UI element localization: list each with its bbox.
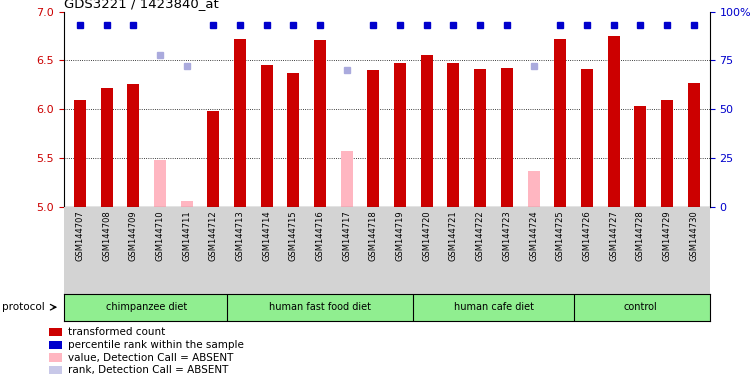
Text: protocol: protocol (2, 302, 44, 312)
Text: value, Detection Call = ABSENT: value, Detection Call = ABSENT (68, 353, 234, 362)
Text: GSM144721: GSM144721 (449, 210, 458, 261)
Text: GSM144708: GSM144708 (102, 210, 111, 261)
Text: human fast food diet: human fast food diet (269, 302, 371, 312)
Text: human cafe diet: human cafe diet (454, 302, 533, 312)
Text: GSM144711: GSM144711 (182, 210, 191, 261)
Text: GSM144714: GSM144714 (262, 210, 271, 261)
FancyBboxPatch shape (49, 341, 62, 349)
Text: GSM144717: GSM144717 (342, 210, 351, 261)
Bar (180, 202, 192, 207)
Text: GSM144728: GSM144728 (636, 210, 645, 261)
Text: GSM144716: GSM144716 (315, 210, 324, 261)
Text: GSM144723: GSM144723 (502, 210, 511, 261)
Text: GDS3221 / 1423840_at: GDS3221 / 1423840_at (64, 0, 219, 10)
Text: rank, Detection Call = ABSENT: rank, Detection Call = ABSENT (68, 365, 229, 375)
Bar (394, 63, 406, 207)
Text: GSM144718: GSM144718 (369, 210, 378, 261)
Bar (661, 100, 673, 207)
Text: GSM144722: GSM144722 (475, 210, 484, 261)
Text: GSM144727: GSM144727 (609, 210, 618, 261)
FancyBboxPatch shape (49, 328, 62, 336)
Bar (154, 161, 166, 207)
Text: GSM144719: GSM144719 (396, 210, 405, 261)
Bar (207, 111, 219, 207)
Bar (314, 40, 326, 207)
Text: GSM144729: GSM144729 (662, 210, 671, 261)
FancyBboxPatch shape (49, 353, 62, 362)
Text: GSM144713: GSM144713 (236, 210, 245, 261)
Text: GSM144715: GSM144715 (289, 210, 298, 261)
Text: GSM144710: GSM144710 (155, 210, 164, 261)
Text: GSM144707: GSM144707 (75, 210, 84, 261)
Text: GSM144709: GSM144709 (128, 210, 137, 261)
Bar (554, 39, 566, 207)
Text: percentile rank within the sample: percentile rank within the sample (68, 340, 244, 350)
Bar (341, 151, 353, 207)
Text: transformed count: transformed count (68, 327, 165, 337)
Bar (688, 83, 700, 207)
Bar (421, 55, 433, 207)
Bar (367, 70, 379, 207)
Bar (501, 68, 513, 207)
Bar (608, 36, 620, 207)
Bar (101, 88, 113, 207)
Bar (474, 69, 486, 207)
Bar (635, 106, 647, 207)
Text: chimpanzee diet: chimpanzee diet (106, 302, 187, 312)
Text: control: control (623, 302, 657, 312)
FancyBboxPatch shape (49, 366, 62, 374)
Text: GSM144724: GSM144724 (529, 210, 538, 261)
Bar (527, 171, 539, 207)
Bar (234, 39, 246, 207)
Text: GSM144730: GSM144730 (689, 210, 698, 261)
Text: GSM144712: GSM144712 (209, 210, 218, 261)
Text: GSM144725: GSM144725 (556, 210, 565, 261)
Bar (261, 65, 273, 207)
Bar (581, 69, 593, 207)
Text: GSM144726: GSM144726 (583, 210, 592, 261)
Bar (288, 73, 300, 207)
Bar (127, 84, 139, 207)
Bar (448, 63, 460, 207)
Text: GSM144720: GSM144720 (422, 210, 431, 261)
Bar (74, 100, 86, 207)
